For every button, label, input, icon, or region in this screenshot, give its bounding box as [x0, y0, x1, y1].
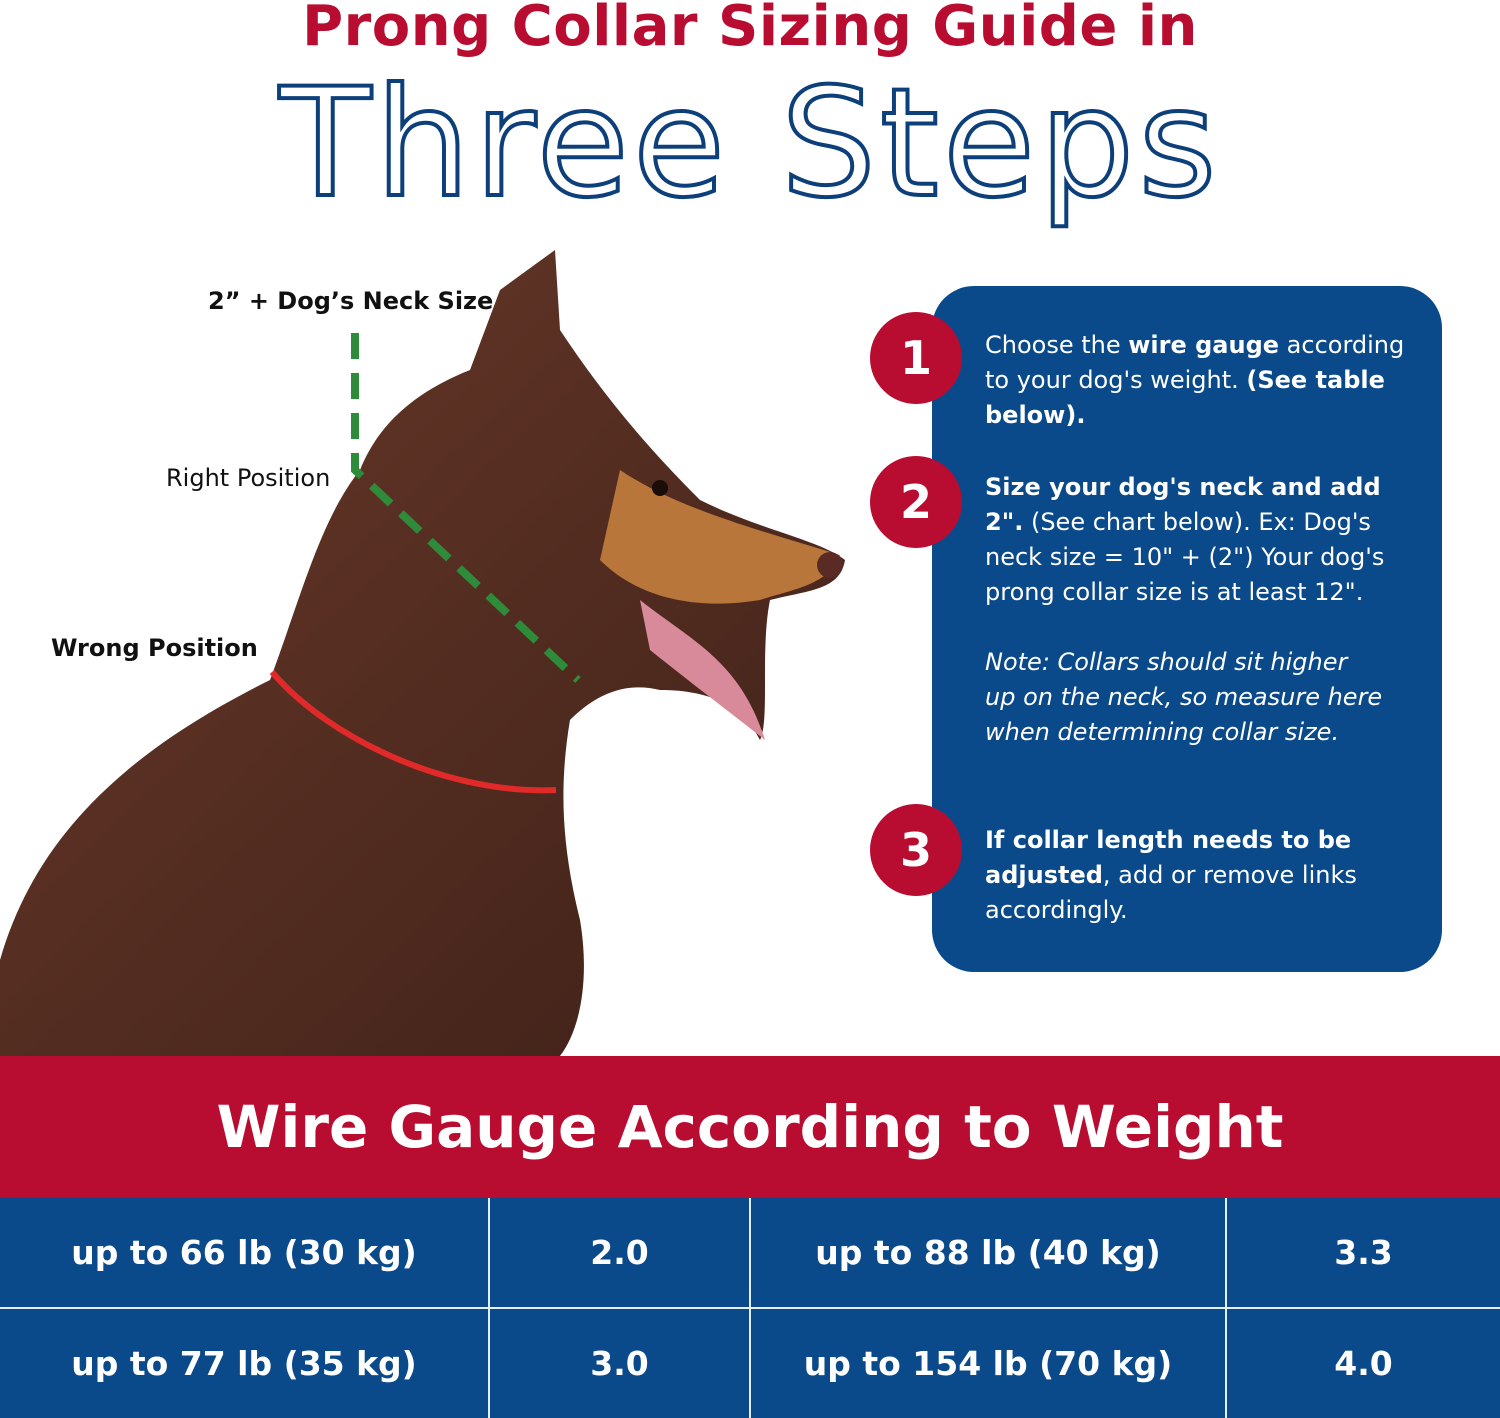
- dog-eye: [652, 480, 668, 496]
- steps-panel: [932, 286, 1442, 972]
- dog-body: [0, 250, 845, 1056]
- gauge-cell: 3.0: [488, 1308, 751, 1418]
- step-3-part: If collar length needs to be adjusted: [985, 826, 1352, 889]
- step-2-part: Size your dog's neck and add 2".: [985, 473, 1381, 536]
- weight-cell: up to 77 lb (35 kg): [0, 1308, 490, 1418]
- title-line-1: Prong Collar Sizing Guide in: [302, 0, 1198, 59]
- step-1-part: (See table below).: [985, 366, 1385, 429]
- table-row: up to 77 lb (35 kg) 3.0 up to 154 lb (70…: [0, 1308, 1500, 1418]
- step-1-text: Choose the wire gauge according to your …: [985, 328, 1425, 433]
- step-2-part: (See chart below). Ex: Dog's neck size =…: [985, 508, 1385, 606]
- weight-cell: up to 88 lb (40 kg): [749, 1198, 1227, 1309]
- title-line-2: Three Steps: [278, 57, 1221, 231]
- dog-illustration: [0, 250, 845, 1056]
- gauge-cell: 2.0: [488, 1198, 751, 1309]
- right-position-line: [351, 333, 581, 683]
- step-1-part: according to your dog's weight.: [985, 331, 1405, 394]
- step-2-badge: 2: [870, 456, 962, 548]
- dog-muzzle-tan: [600, 470, 840, 604]
- wrong-position-line: [269, 670, 557, 794]
- wrong-position-label: Wrong Position: [51, 634, 258, 662]
- step-2-note: Note: Collars should sit higher up on th…: [985, 648, 1383, 746]
- weight-cell: up to 66 lb (30 kg): [0, 1198, 490, 1309]
- step-1-part: Choose the: [985, 331, 1129, 359]
- right-position-label: Right Position: [166, 464, 331, 492]
- step-3-text: If collar length needs to be adjusted, a…: [985, 823, 1385, 928]
- wire-gauge-table: up to 66 lb (30 kg) 2.0 up to 88 lb (40 …: [0, 1198, 1500, 1418]
- table-title: Wire Gauge According to Weight: [0, 1056, 1500, 1198]
- step-3-part: , add or remove links accordingly.: [985, 861, 1357, 924]
- step-2-text: Size your dog's neck and add 2". (See ch…: [985, 470, 1385, 750]
- table-row: up to 66 lb (30 kg) 2.0 up to 88 lb (40 …: [0, 1198, 1500, 1309]
- gauge-cell: 3.3: [1225, 1198, 1500, 1309]
- gauge-cell: 4.0: [1225, 1308, 1500, 1418]
- step-1-badge: 1: [870, 312, 962, 404]
- step-3-badge: 3: [870, 804, 962, 896]
- weight-cell: up to 154 lb (70 kg): [749, 1308, 1227, 1418]
- neck-size-label: 2” + Dog’s Neck Size: [208, 287, 494, 315]
- dog-nose: [817, 552, 843, 578]
- step-1-part: wire gauge: [1128, 331, 1280, 359]
- dog-tongue: [640, 600, 765, 740]
